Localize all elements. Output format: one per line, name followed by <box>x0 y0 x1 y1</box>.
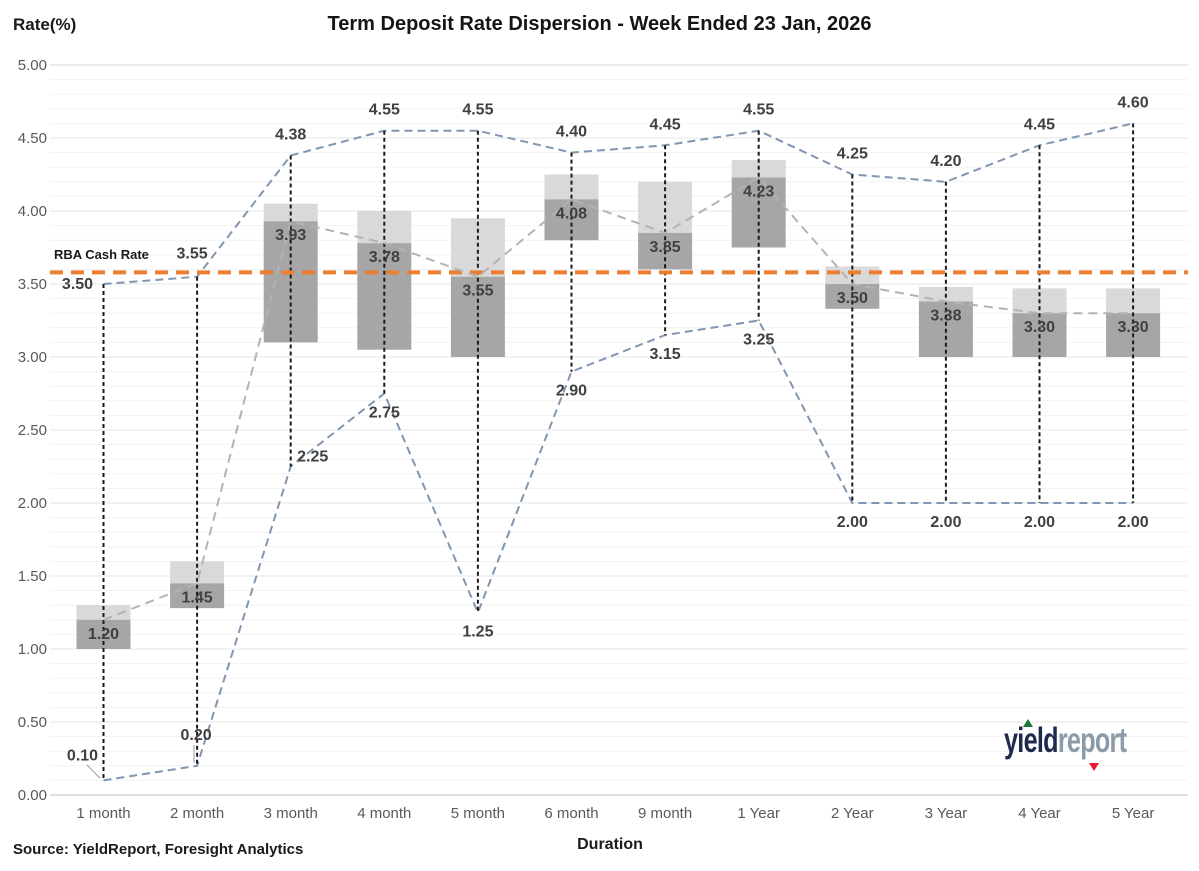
box-upper-5-month <box>450 218 505 277</box>
label-average-5-month: 3.55 <box>462 283 493 300</box>
chart-title: Term Deposit Rate Dispersion - Week Ende… <box>327 13 872 35</box>
label-high-3-month: 4.38 <box>275 127 306 144</box>
source-note: Source: YieldReport, Foresight Analytics <box>13 841 304 858</box>
label-average-2-month: 1.45 <box>182 589 213 606</box>
label-low-4-month: 2.75 <box>369 405 400 422</box>
label-low-1-year: 3.25 <box>743 332 774 349</box>
label-average-4-year: 3.30 <box>1024 319 1055 336</box>
label-high-6-month: 4.40 <box>556 124 587 141</box>
label-average-6-month: 4.08 <box>556 205 587 222</box>
label-high-3-year: 4.20 <box>930 153 961 170</box>
logo-word-yield: yield <box>1004 721 1059 760</box>
rba-cash-rate-label: RBA Cash Rate <box>54 247 149 262</box>
x-tick-5-month: 5 month <box>451 805 505 822</box>
max-envelope-line <box>103 122 1134 285</box>
label-low-6-month: 2.90 <box>556 383 587 400</box>
x-tick-6-month: 6 month <box>544 805 598 822</box>
y-tick-label-1.00: 1.00 <box>18 641 47 658</box>
y-axis-title: Rate(%) <box>13 15 77 34</box>
label-high-5-year: 4.60 <box>1118 94 1149 111</box>
box-upper-1-month <box>76 605 131 620</box>
label-low-9-month: 3.15 <box>650 346 681 363</box>
x-axis-title: Duration <box>577 836 643 853</box>
label-low-2-year: 2.00 <box>837 514 868 531</box>
x-tick-3-year: 3 Year <box>925 805 968 822</box>
label-leader-line <box>86 764 101 779</box>
x-tick-2-month: 2 month <box>170 805 224 822</box>
y-tick-label-2.50: 2.50 <box>18 422 47 439</box>
x-tick-1-year: 1 Year <box>737 805 780 822</box>
label-low-1-month: 0.10 <box>67 747 98 764</box>
min-envelope-line <box>103 319 1134 782</box>
y-tick-label-0.00: 0.00 <box>18 787 47 804</box>
y-tick-label-4.00: 4.00 <box>18 203 47 220</box>
green-up-triangle-icon <box>1023 719 1033 727</box>
label-low-5-year: 2.00 <box>1118 514 1149 531</box>
x-tick-9-month: 9 month <box>638 805 692 822</box>
label-average-9-month: 3.85 <box>650 239 681 256</box>
label-low-4-year: 2.00 <box>1024 514 1055 531</box>
label-average-1-year: 4.23 <box>743 183 774 200</box>
box-lower-4-month <box>357 243 412 350</box>
label-low-3-year: 2.00 <box>930 514 961 531</box>
label-low-3-month: 2.25 <box>297 449 328 466</box>
label-low-2-month: 0.20 <box>181 727 212 744</box>
y-tick-label-0.50: 0.50 <box>18 714 47 731</box>
label-high-2-month: 3.55 <box>177 246 208 263</box>
x-tick-2-year: 2 Year <box>831 805 874 822</box>
x-tick-4-month: 4 month <box>357 805 411 822</box>
x-tick-3-month: 3 month <box>264 805 318 822</box>
y-tick-label-1.50: 1.50 <box>18 568 47 585</box>
label-high-5-month: 4.55 <box>462 102 493 119</box>
y-tick-label-2.00: 2.00 <box>18 495 47 512</box>
x-tick-5-year: 5 Year <box>1112 805 1155 822</box>
label-low-5-month: 1.25 <box>462 624 493 641</box>
logo-word-report: report <box>1057 721 1127 760</box>
y-tick-label-3.50: 3.50 <box>18 276 47 293</box>
yieldreport-logo: yieldreport <box>1004 719 1174 771</box>
label-high-2-year: 4.25 <box>837 146 868 163</box>
label-average-3-month: 3.93 <box>275 227 306 244</box>
logo-text: yieldreport <box>1004 721 1127 760</box>
x-tick-4-year: 4 Year <box>1018 805 1061 822</box>
average-line <box>103 176 1134 621</box>
y-tick-label-5.00: 5.00 <box>18 57 47 74</box>
label-high-9-month: 4.45 <box>650 116 681 133</box>
label-average-1-month: 1.20 <box>88 626 119 643</box>
label-high-1-year: 4.55 <box>743 102 774 119</box>
label-average-4-month: 3.78 <box>369 249 400 266</box>
label-average-5-year: 3.30 <box>1118 319 1149 336</box>
y-tick-label-4.50: 4.50 <box>18 130 47 147</box>
label-high-4-month: 4.55 <box>369 102 400 119</box>
red-down-triangle-icon <box>1089 763 1099 771</box>
label-average-2-year: 3.50 <box>837 290 868 307</box>
label-average-3-year: 3.38 <box>930 308 961 325</box>
x-tick-1-month: 1 month <box>76 805 130 822</box>
y-tick-label-3.00: 3.00 <box>18 349 47 366</box>
label-high-4-year: 4.45 <box>1024 116 1055 133</box>
label-high-1-month: 3.50 <box>62 276 93 293</box>
